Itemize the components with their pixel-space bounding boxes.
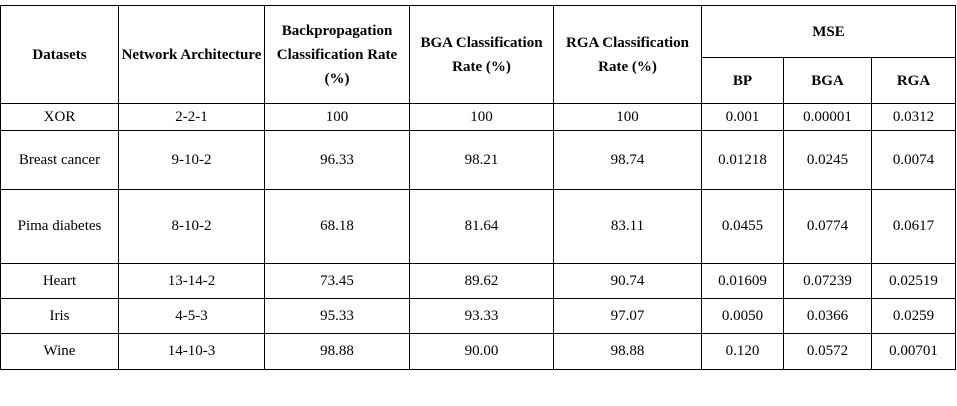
cell-mse-bga: 0.0774	[783, 189, 872, 264]
header-rga-rate: RGA Classification Rate (%)	[553, 5, 702, 104]
header-row-sub: BP BGA RGA	[1, 57, 957, 104]
cell-rga-rate: 83.11	[553, 189, 702, 264]
cell-bga-rate: 90.00	[409, 333, 554, 370]
cell-bga-rate: 89.62	[409, 263, 554, 299]
cell-rga-rate: 97.07	[553, 298, 702, 334]
cell-bga-rate: 93.33	[409, 298, 554, 334]
cell-rga-rate: 90.74	[553, 263, 702, 299]
cell-bp-rate: 95.33	[264, 298, 410, 334]
table-row: Breast cancer 9-10-2 96.33 98.21 98.74 0…	[0, 130, 957, 190]
cell-mse-rga: 0.00701	[870, 333, 957, 370]
cell-mse-bp: 0.120	[701, 333, 784, 370]
cell-mse-bp: 0.01609	[701, 263, 784, 299]
cell-bp-rate: 68.18	[264, 189, 410, 264]
cell-mse-bp: 0.01218	[701, 130, 784, 190]
cell-bp-rate: 73.45	[264, 263, 410, 299]
cell-arch: 14-10-3	[118, 333, 265, 370]
cell-mse-bp: 0.001	[701, 103, 784, 131]
cell-dataset: Wine	[0, 333, 119, 370]
cell-rga-rate: 98.74	[553, 130, 702, 190]
header-mse: MSE	[700, 5, 957, 58]
header-network-architecture: Network Architecture	[118, 5, 265, 104]
cell-mse-bga: 0.00001	[783, 103, 872, 131]
cell-dataset: Iris	[0, 298, 119, 334]
table-row: Heart 13-14-2 73.45 89.62 90.74 0.01609 …	[0, 263, 957, 299]
header-datasets: Datasets	[0, 5, 119, 104]
cell-mse-rga: 0.0074	[870, 130, 957, 190]
header-bga-rate: BGA Classification Rate (%)	[409, 5, 554, 104]
cell-mse-rga: 0.02519	[870, 263, 957, 299]
table-row: Wine 14-10-3 98.88 90.00 98.88 0.120 0.0…	[0, 333, 957, 370]
cell-mse-bga: 0.0572	[783, 333, 872, 370]
table-row: Pima diabetes 8-10-2 68.18 81.64 83.11 0…	[0, 189, 957, 264]
cell-mse-bp: 0.0050	[701, 298, 784, 334]
cell-rga-rate: 100	[553, 103, 702, 131]
cell-mse-rga: 0.0617	[870, 189, 957, 264]
cell-dataset: Heart	[0, 263, 119, 299]
header-mse-bp: BP	[701, 57, 784, 104]
cell-dataset: XOR	[0, 103, 119, 131]
cell-arch: 2-2-1	[118, 103, 265, 131]
results-table: Datasets Network Architecture Backpropag…	[0, 5, 957, 370]
cell-dataset: Pima diabetes	[0, 189, 119, 264]
cell-mse-bga: 0.07239	[783, 263, 872, 299]
cell-mse-bp: 0.0455	[701, 189, 784, 264]
cell-bp-rate: 98.88	[264, 333, 410, 370]
table-row: XOR 2-2-1 100 100 100 0.001 0.00001 0.03…	[0, 103, 957, 131]
cell-bga-rate: 81.64	[409, 189, 554, 264]
cell-bp-rate: 96.33	[264, 130, 410, 190]
cell-arch: 8-10-2	[118, 189, 265, 264]
header-row-top: Datasets Network Architecture Backpropag…	[0, 5, 957, 104]
table-row: Iris 4-5-3 95.33 93.33 97.07 0.0050 0.03…	[0, 298, 957, 334]
header-bp-rate: Backpropagation Classification Rate (%)	[264, 5, 410, 104]
cell-arch: 4-5-3	[118, 298, 265, 334]
header-mse-rga: RGA	[870, 57, 957, 104]
cell-mse-bga: 0.0245	[783, 130, 872, 190]
cell-bp-rate: 100	[264, 103, 410, 131]
cell-bga-rate: 98.21	[409, 130, 554, 190]
cell-mse-rga: 0.0259	[870, 298, 957, 334]
cell-dataset: Breast cancer	[0, 130, 119, 190]
cell-mse-rga: 0.0312	[870, 103, 957, 131]
cell-arch: 9-10-2	[118, 130, 265, 190]
header-mse-bga: BGA	[783, 57, 872, 104]
cell-rga-rate: 98.88	[553, 333, 702, 370]
cell-arch: 13-14-2	[118, 263, 265, 299]
cell-mse-bga: 0.0366	[783, 298, 872, 334]
cell-bga-rate: 100	[409, 103, 554, 131]
